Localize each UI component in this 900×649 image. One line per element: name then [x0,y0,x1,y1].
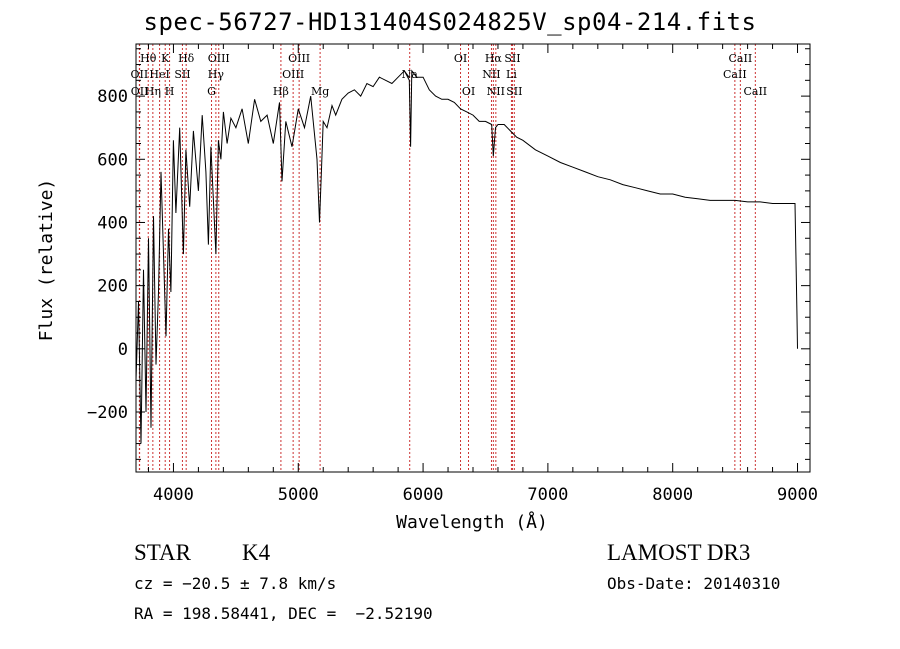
line-label: HeI [149,68,169,81]
survey-name: LAMOST DR3 [607,540,751,565]
line-label: NII [482,68,500,81]
line-label: Hγ [208,68,225,81]
y-tick-label: 200 [97,277,128,297]
y-axis-label: Flux (relative) [36,179,57,342]
line-label: CaII [723,68,747,81]
line-label: OI [462,85,475,98]
line-label: Mg [311,85,329,98]
line-label: Li [506,68,517,81]
axes: 4000 5000 6000 7000 8000 9000 −200 0 200 400 600 80… [87,43,818,505]
observation-date: Obs-Date: 20140310 [607,574,781,593]
line-label: OIII [288,52,310,65]
line-label: SII [174,68,190,81]
line-label: Na [402,68,419,81]
y-tick-label: 600 [97,150,128,170]
chart-title: spec-56727-HD131404S024825V_sp04-214.fit… [143,8,757,36]
y-tick-label: 400 [97,213,128,233]
x-tick-label: 5000 [278,485,319,505]
line-label: G [207,85,216,98]
line-label: SII [504,52,520,65]
series [135,69,798,444]
x-tick-label: 8000 [652,485,693,505]
line-label: OII [131,85,149,98]
line-label: CaII [729,52,753,65]
x-tick-label: 9000 [777,485,818,505]
line-label: Hβ [273,85,289,98]
y-tick-label: 0 [118,340,128,360]
line-label: OIII [208,52,230,65]
line-label: CaII [743,85,767,98]
x-tick-label: 7000 [527,485,568,505]
y-tick-label: −200 [87,403,128,423]
redshift-text: cz = −20.5 ± 7.8 km/s [134,574,337,593]
line-label: Hη [145,85,161,98]
spectrum-chart: 4000 5000 6000 7000 8000 9000 −200 0 200 400 600 80… [36,43,818,533]
line-markers [138,44,756,472]
line-label: SII [506,85,522,98]
line-label: OI [454,52,467,65]
plot-frame [135,43,811,473]
coordinates-text: RA = 198.58441, DEC = −2.52190 [134,604,433,623]
line-label: H [165,85,175,98]
spectrum-line [135,69,798,444]
line-label: OII [131,68,149,81]
line-label: Hδ [178,52,195,65]
line-label: Hα [485,52,503,65]
line-label: K [161,52,170,65]
object-class: STAR [134,540,191,565]
x-axis-label: Wavelength (Å) [396,511,548,533]
y-tick-label: 800 [97,87,128,107]
object-subclass: K4 [242,540,271,565]
line-label: OIII [282,68,304,81]
line-label: NII [487,85,505,98]
x-tick-label: 4000 [153,485,194,505]
x-tick-label: 6000 [403,485,444,505]
line-label: Hθ [140,52,157,65]
